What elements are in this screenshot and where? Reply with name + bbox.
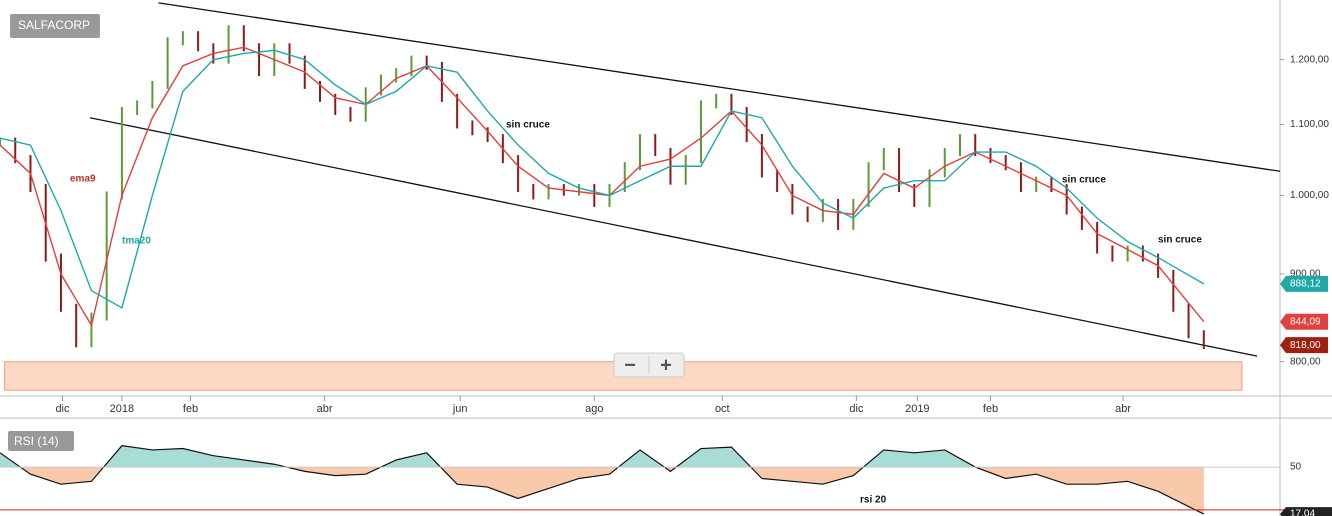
x-tick-label: 2018 [110, 403, 134, 415]
x-tick-label: dic [55, 403, 70, 415]
zoom-in[interactable]: + [660, 354, 672, 376]
indicator-line [0, 46, 1205, 328]
last-value-badge [1280, 275, 1328, 292]
zoom-controls: − + [613, 352, 685, 378]
last-value-label: 818,00 [1290, 340, 1321, 351]
trendline [158, 2, 1281, 172]
y-tick-label: 1.200,00 [1290, 54, 1329, 65]
symbol: SALFACORP [18, 18, 90, 32]
x-tick-label: oct [715, 403, 730, 415]
last-value-label: 17,04 [1290, 509, 1315, 516]
x-tick-label: feb [983, 403, 998, 415]
last-value-label: 888,12 [1290, 278, 1321, 289]
x-tick-label: 2019 [905, 403, 929, 415]
annotation: sin cruce [1062, 175, 1106, 186]
annotation: sin cruce [506, 120, 550, 131]
rsi-area-above [0, 445, 976, 467]
x-tick-label: dic [849, 403, 864, 415]
rsi-area-below [0, 467, 1204, 515]
indicator-title: RSI (14) [14, 434, 59, 448]
symbol-box [10, 14, 100, 38]
x-tick-label: abr [1115, 403, 1131, 415]
last-value-badge [1280, 313, 1328, 330]
y-tick-label: 1.000,00 [1290, 190, 1329, 201]
y-tick-label: 1.100,00 [1290, 119, 1329, 130]
last-value-label: 844,09 [1290, 316, 1321, 327]
x-tick-label: ago [585, 403, 603, 415]
zoom-out[interactable]: − [624, 354, 636, 376]
y-tick-label: 50 [1290, 462, 1302, 473]
rsi-line [0, 445, 1205, 515]
x-tick-label: feb [183, 403, 198, 415]
indicator-line [0, 49, 1205, 309]
annotation: tma20 [122, 236, 151, 247]
last-value-badge [1280, 507, 1332, 516]
annotation: rsi 20 [860, 495, 887, 506]
x-tick-label: jun [452, 403, 468, 415]
annotation: ema9 [70, 174, 96, 185]
x-tick-label: abr [317, 403, 333, 415]
annotation: sin cruce [1158, 235, 1202, 246]
y-tick-label: 900,00 [1290, 269, 1321, 280]
indicator-label-box [8, 431, 74, 451]
trendline [89, 117, 1258, 357]
last-value-badge [1280, 337, 1328, 354]
y-tick-label: 800,00 [1290, 356, 1321, 367]
